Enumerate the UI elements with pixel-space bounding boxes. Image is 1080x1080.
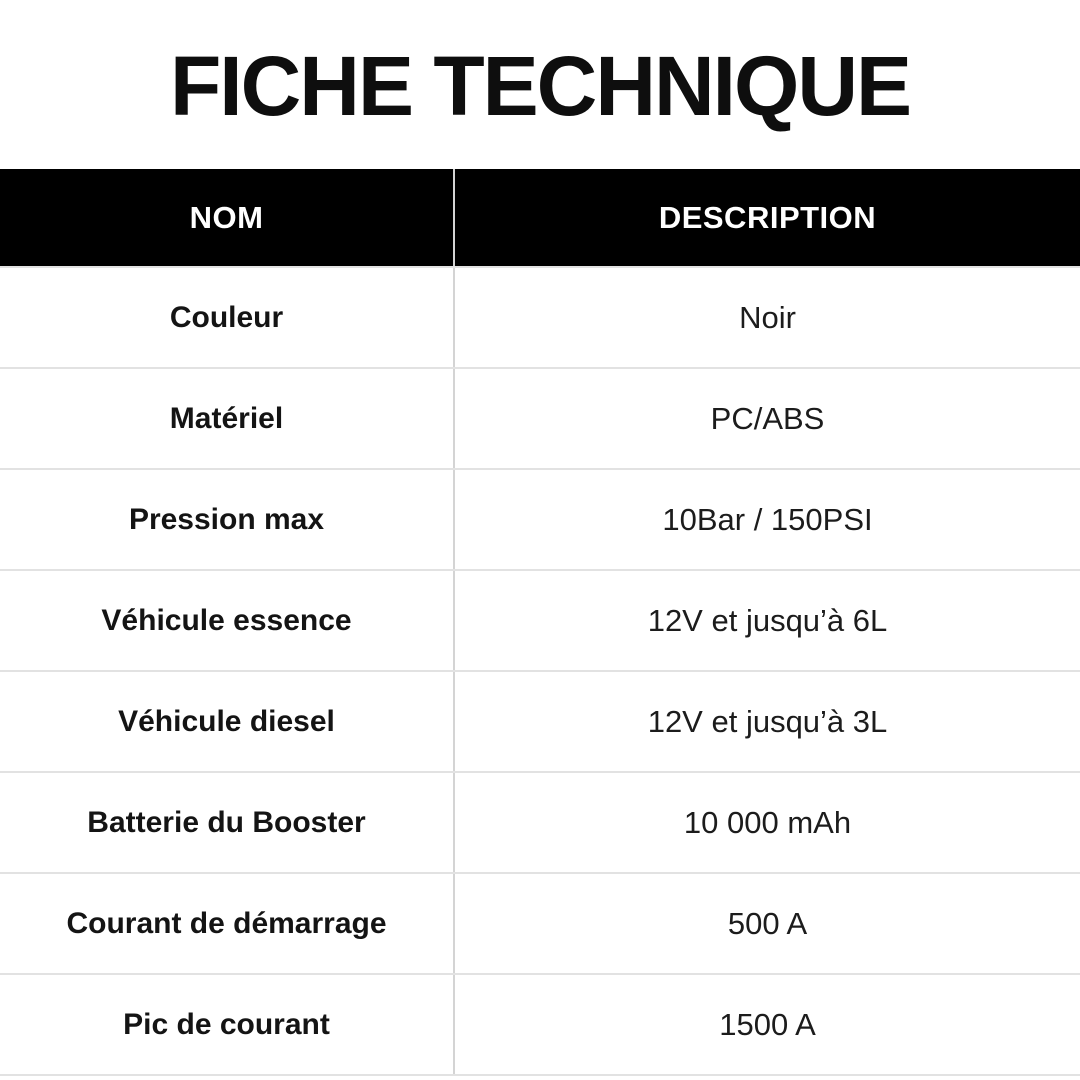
spec-value-cell: 12V et jusqu’à 6L bbox=[647, 602, 888, 638]
spec-value-cell: Noir bbox=[739, 299, 796, 335]
table-row: Véhicule essence 12V et jusqu’à 6L bbox=[0, 571, 1080, 672]
column-header-nom: NOM bbox=[0, 169, 455, 266]
table-row: Matériel PC/ABS bbox=[0, 369, 1080, 470]
page-title: FICHE TECHNIQUE bbox=[169, 39, 912, 133]
spec-table: NOM DESCRIPTION Couleur Noir Matériel PC… bbox=[0, 169, 1080, 1076]
column-header-description: DESCRIPTION bbox=[658, 199, 877, 235]
table-header-row: NOM DESCRIPTION bbox=[0, 169, 1080, 268]
spec-value-cell: PC/ABS bbox=[710, 400, 825, 436]
table-body: Couleur Noir Matériel PC/ABS Pression ma… bbox=[0, 268, 1080, 1076]
spec-name-cell: Véhicule diesel bbox=[0, 672, 455, 771]
spec-value-cell: 500 A bbox=[727, 905, 808, 941]
spec-name-cell: Couleur bbox=[0, 268, 455, 367]
spec-name-cell: Véhicule essence bbox=[0, 571, 455, 670]
table-row: Courant de démarrage 500 A bbox=[0, 874, 1080, 975]
table-row: Batterie du Booster 10 000 mAh bbox=[0, 773, 1080, 874]
spec-name-cell: Pic de courant bbox=[0, 975, 455, 1074]
table-row: Pression max 10Bar / 150PSI bbox=[0, 470, 1080, 571]
spec-value-cell: 1500 A bbox=[719, 1006, 816, 1042]
spec-name-cell: Pression max bbox=[0, 470, 455, 569]
table-row: Couleur Noir bbox=[0, 268, 1080, 369]
spec-value-cell: 10 000 mAh bbox=[683, 804, 852, 840]
spec-name-cell: Courant de démarrage bbox=[0, 874, 455, 973]
spec-value-cell: 12V et jusqu’à 3L bbox=[647, 703, 888, 739]
table-row: Pic de courant 1500 A bbox=[0, 975, 1080, 1076]
table-row: Véhicule diesel 12V et jusqu’à 3L bbox=[0, 672, 1080, 773]
spec-name-cell: Matériel bbox=[0, 369, 455, 468]
spec-name-cell: Batterie du Booster bbox=[0, 773, 455, 872]
spec-value-cell: 10Bar / 150PSI bbox=[662, 501, 873, 537]
